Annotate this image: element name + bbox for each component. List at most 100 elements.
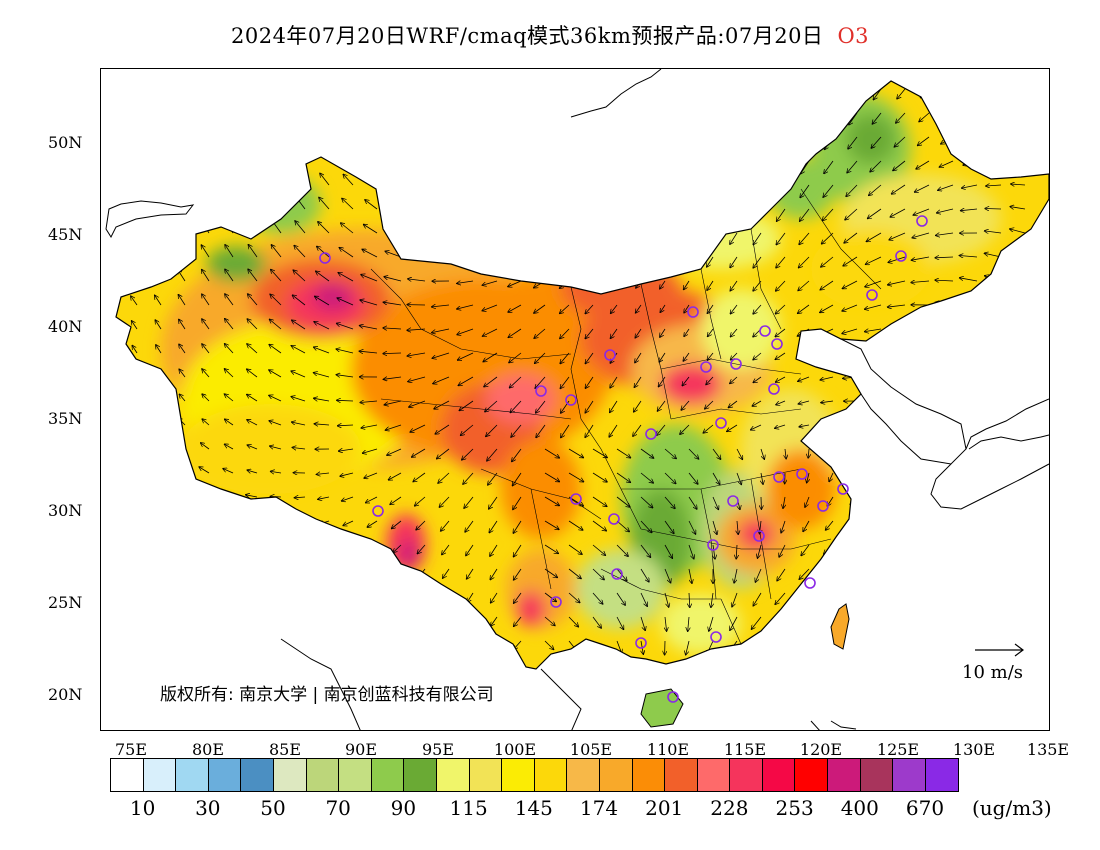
colorbar-label: 50 (260, 796, 286, 820)
wind-arrow (592, 616, 601, 628)
wind-arrow (730, 256, 738, 268)
wind-arrow (271, 471, 282, 473)
wind-arrow (866, 256, 882, 264)
lat-label-50n: 50N (48, 133, 83, 152)
wind-arrow (585, 352, 594, 364)
wind-arrow (775, 328, 786, 337)
wind-arrow (712, 520, 717, 534)
wind-arrow (781, 520, 786, 533)
wind-arrow (201, 245, 210, 258)
wind-arrow (616, 616, 624, 629)
wind-arrow (751, 424, 762, 430)
wind-arrow (808, 448, 809, 458)
species-label: O3 (837, 24, 870, 48)
wind-arrow (225, 444, 234, 450)
city-marker-hangzhou (817, 500, 829, 512)
wind-arrow (482, 304, 498, 311)
wind-arrow (360, 326, 378, 330)
wind-arrow (442, 544, 450, 555)
wind-arrow (688, 520, 696, 534)
wind-arrow (343, 174, 354, 186)
colorbar-label: 115 (449, 796, 488, 820)
wind-arrow (985, 209, 1002, 210)
wind-arrow (247, 470, 258, 473)
wind-arrow (635, 352, 642, 363)
wind-arrow (247, 344, 258, 354)
city-markers (319, 215, 928, 703)
city-marker-hohhot (687, 306, 699, 318)
wind-arrow (822, 232, 834, 244)
lat-label-35n: 35N (48, 409, 83, 428)
wind-arrow (462, 448, 474, 460)
wind-arrow (986, 185, 1002, 186)
wind-arrow (753, 256, 762, 268)
wind-arrow (318, 497, 330, 499)
wind-arrow (508, 280, 522, 287)
wind-arrow (535, 352, 546, 363)
city-marker-changchun (895, 250, 907, 262)
colorbar-label: 201 (645, 796, 684, 820)
wind-arrow (640, 496, 653, 508)
wind-arrow (443, 568, 450, 578)
wind-arrow (359, 351, 378, 353)
wind-arrow (616, 496, 630, 507)
wind-arrow (317, 246, 330, 258)
wind-arrow (483, 328, 498, 336)
city-marker-nanjing (796, 468, 808, 480)
wind-arrow (295, 497, 306, 498)
wind-arrow (457, 281, 474, 283)
wind-arrow (683, 352, 690, 361)
wind-arrow (842, 304, 858, 311)
wind-arrow (1010, 207, 1026, 209)
wind-arrow (292, 422, 306, 426)
city-marker-guiyang (611, 568, 623, 580)
wind-arrow (510, 376, 522, 388)
city-marker-jinan (768, 383, 780, 395)
wind-arrow (846, 184, 858, 196)
wind-arrow (544, 472, 559, 482)
wind-arrow (873, 88, 882, 100)
wind-arrow (315, 296, 330, 306)
wind-arrow (223, 469, 234, 474)
wind-arrow (785, 448, 786, 459)
wind-arrow (707, 256, 714, 267)
wind-arrow (820, 304, 834, 312)
wind-arrow (534, 304, 546, 313)
wind-arrow (433, 376, 450, 384)
wind-arrow (384, 377, 402, 379)
wind-arrow (568, 544, 582, 554)
wind-arrow (616, 544, 628, 556)
wind-arrow (845, 208, 858, 220)
wind-arrow (568, 448, 583, 458)
wind-arrow (755, 568, 762, 582)
wind-arrow (536, 400, 546, 413)
wind-arrow (960, 278, 978, 282)
wind-arrow (202, 394, 210, 402)
wind-arrow (461, 424, 474, 435)
colorbar-swatch (208, 759, 242, 791)
wind-arrow (342, 199, 354, 210)
wind-arrow (736, 544, 737, 559)
lat-label-20n: 20N (48, 685, 83, 704)
wind-arrow (511, 424, 522, 437)
city-marker-xian (645, 428, 657, 440)
wind-arrow (705, 400, 714, 409)
wind-arrow (711, 592, 713, 607)
wind-arrow (707, 304, 714, 313)
wind-arrow (823, 184, 834, 197)
colorbar-swatch (665, 759, 698, 791)
wind-arrow (753, 376, 762, 383)
wind-arrow (457, 304, 474, 309)
wind-arrow (800, 184, 810, 198)
wind-arrow (730, 280, 738, 291)
colorbar-swatch (111, 759, 144, 791)
wind-arrow (568, 592, 580, 603)
wind-arrow (890, 208, 906, 217)
wind-arrow (659, 376, 666, 387)
wind-arrow (199, 467, 210, 474)
wind-arrow (155, 320, 162, 330)
wind-arrow (657, 424, 666, 435)
wind-arrow (894, 136, 906, 147)
wind-arrow (225, 245, 234, 258)
wind-arrow (490, 568, 498, 580)
